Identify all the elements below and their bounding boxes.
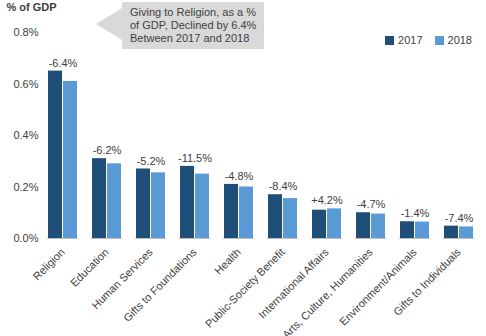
html-text:Between 2017 and 2018: Between 2017 and 2018 xyxy=(130,32,250,44)
svg-text:0.8%: 0.8% xyxy=(13,26,38,38)
svg-text:+4.2%: +4.2% xyxy=(311,194,343,206)
svg-text:Gifts to Individuals: Gifts to Individuals xyxy=(391,245,463,317)
svg-text:Health: Health xyxy=(212,246,243,277)
svg-text:-8.4%: -8.4% xyxy=(269,180,298,192)
html-text:2018: 2018 xyxy=(447,34,472,46)
svg-text:Gifts to Foundations: Gifts to Foundations xyxy=(121,245,199,323)
svg-text:-4.7%: -4.7% xyxy=(357,198,386,210)
svg-text:-4.8%: -4.8% xyxy=(225,170,254,182)
html-text:Giving to Religion, as a %: Giving to Religion, as a % xyxy=(130,6,256,18)
svg-text:0.6%: 0.6% xyxy=(13,78,38,90)
svg-text:-6.4%: -6.4% xyxy=(49,57,78,69)
svg-text:0.0%: 0.0% xyxy=(13,232,38,244)
svg-text:Education: Education xyxy=(68,246,111,289)
svg-text:-5.2%: -5.2% xyxy=(137,154,166,166)
svg-text:-1.4%: -1.4% xyxy=(401,207,430,219)
svg-text:Environment/Animals: Environment/Animals xyxy=(337,245,419,327)
svg-text:Religion: Religion xyxy=(30,246,67,283)
html-text:of GDP, Declined by 6.4%: of GDP, Declined by 6.4% xyxy=(130,19,257,31)
svg-text:0.4%: 0.4% xyxy=(13,129,38,141)
svg-text:-11.5%: -11.5% xyxy=(178,152,212,164)
svg-text:International Affairs: International Affairs xyxy=(256,245,331,320)
svg-text:-6.2%: -6.2% xyxy=(93,144,122,156)
svg-text:0.2%: 0.2% xyxy=(13,181,38,193)
svg-text:-7.4%: -7.4% xyxy=(445,212,474,224)
svg-text:Arts, Culture, Humanities: Arts, Culture, Humanities xyxy=(280,245,375,336)
svg-text:% of GDP: % of GDP xyxy=(7,1,57,13)
svg-text:Human Services: Human Services xyxy=(89,245,155,312)
html-text:2017: 2017 xyxy=(398,34,423,46)
svg-text:Public-Society Benefit: Public-Society Benefit xyxy=(203,246,287,330)
